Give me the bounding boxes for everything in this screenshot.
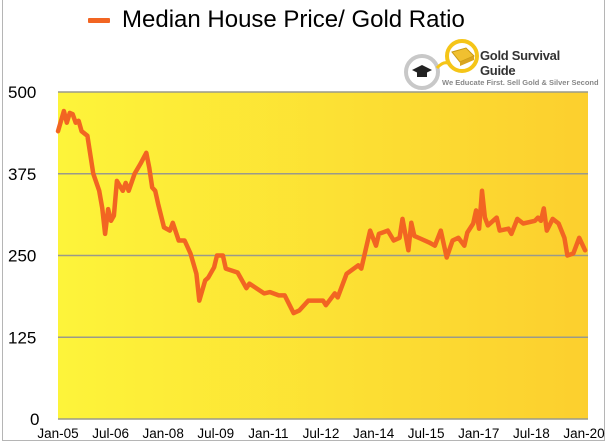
x-tick-label: Jan-17 bbox=[458, 426, 499, 441]
x-tick-label: Jan-05 bbox=[37, 426, 78, 441]
y-tick-label: 0 bbox=[30, 410, 39, 429]
x-tick-label: Jul-06 bbox=[92, 426, 129, 441]
logo-name: Gold Survival Guide bbox=[480, 48, 560, 78]
x-tick-label: Jan-11 bbox=[248, 426, 288, 441]
graduation-cap-gold-bar-icon bbox=[404, 39, 479, 90]
y-tick-label: 375 bbox=[8, 165, 36, 184]
logo: Gold Survival Guide We Educate First. Se… bbox=[402, 38, 599, 96]
x-tick-label: Jul-18 bbox=[513, 426, 550, 441]
legend-swatch bbox=[88, 17, 110, 23]
logo-tagline: We Educate First. Sell Gold & Silver Sec… bbox=[442, 78, 599, 87]
x-tick-label: Jan-14 bbox=[353, 426, 395, 441]
chart-title: Median House Price/ Gold Ratio bbox=[122, 6, 465, 33]
x-tick-label: Jul-12 bbox=[303, 426, 340, 441]
x-tick-label: Jan-20 bbox=[563, 426, 604, 441]
series-line bbox=[55, 108, 588, 316]
x-tick-label: Jul-15 bbox=[408, 426, 445, 441]
x-tick-label: Jan-08 bbox=[143, 426, 184, 441]
legend: Median House Price/ Gold Ratio bbox=[88, 6, 465, 34]
y-tick-label: 500 bbox=[8, 83, 36, 102]
y-tick-label: 250 bbox=[8, 247, 36, 266]
y-tick-label: 125 bbox=[8, 328, 36, 347]
x-tick-label: Jul-09 bbox=[197, 426, 234, 441]
